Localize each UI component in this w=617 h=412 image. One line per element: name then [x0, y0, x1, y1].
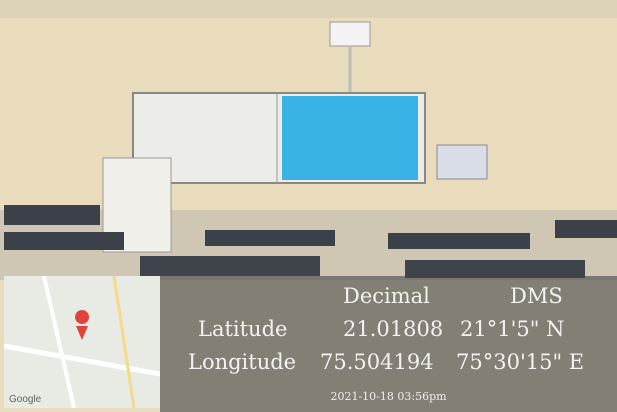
desk	[140, 256, 320, 276]
map-bg	[4, 276, 160, 408]
projected-screen	[282, 96, 418, 180]
map-attribution: Google	[9, 394, 41, 405]
ceiling	[0, 0, 617, 18]
desk	[205, 230, 335, 246]
page: {"overlay": { "header": ["Decimal", "DMS…	[0, 0, 617, 412]
header-dms: DMS	[510, 284, 563, 308]
dms-value: 21°1'5" N	[460, 317, 564, 341]
timestamp: 2021-10-18 03:56pm	[160, 390, 617, 403]
row-label: Longitude	[188, 350, 296, 374]
control-box	[437, 145, 487, 179]
header-decimal: Decimal	[343, 284, 430, 308]
desk	[4, 205, 100, 225]
desk	[388, 233, 530, 249]
desk	[555, 220, 617, 238]
desk	[4, 232, 124, 250]
decimal-value: 75.504194	[320, 350, 434, 374]
decimal-value: 21.01808	[343, 317, 443, 341]
dms-value: 75°30'15" E	[456, 350, 584, 374]
gps-overlay: Decimal DMS Latitude 21.01808 21°1'5" N …	[160, 276, 617, 412]
projector	[330, 22, 370, 46]
map-thumbnail: Google	[4, 276, 160, 408]
row-label: Latitude	[198, 317, 287, 341]
map-drawing	[4, 276, 160, 408]
